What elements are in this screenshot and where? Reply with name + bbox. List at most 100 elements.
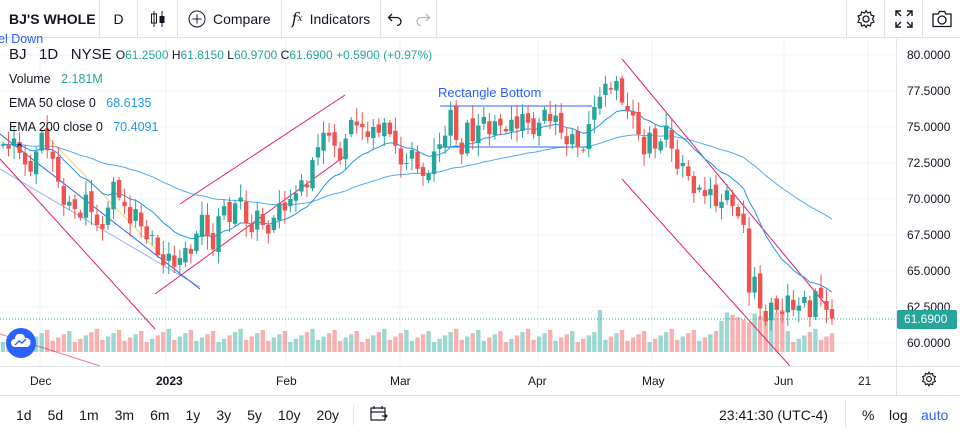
candle-body bbox=[796, 305, 802, 311]
volume-bar bbox=[343, 337, 348, 352]
candle-body bbox=[133, 209, 138, 221]
volume-bar bbox=[669, 328, 674, 352]
candle-body bbox=[603, 83, 608, 96]
volume-bar bbox=[78, 338, 83, 352]
symbol-search-button[interactable]: BJ'S WHOLE bbox=[0, 0, 100, 38]
range-button-3m[interactable]: 3m bbox=[114, 406, 135, 423]
volume-bar bbox=[166, 328, 171, 352]
range-button-5d[interactable]: 5d bbox=[47, 406, 64, 423]
percent-scale-button[interactable]: % bbox=[862, 407, 875, 423]
channel-up-line bbox=[179, 94, 346, 205]
volume-bar bbox=[116, 329, 122, 352]
time-tick-label: Mar bbox=[390, 374, 411, 388]
candle-body bbox=[72, 199, 78, 210]
volume-label: Volume bbox=[9, 72, 51, 86]
volume-bar bbox=[172, 339, 177, 352]
candle-body bbox=[393, 130, 398, 146]
candle-body bbox=[28, 160, 33, 172]
candle-body bbox=[67, 201, 72, 206]
candle-body bbox=[586, 124, 592, 150]
chart-type-button[interactable] bbox=[138, 0, 178, 38]
candle-body bbox=[702, 190, 708, 197]
chart-drawings bbox=[0, 58, 827, 366]
candle-body bbox=[83, 194, 89, 218]
range-button-6m[interactable]: 6m bbox=[150, 406, 170, 423]
compare-button[interactable]: Compare bbox=[178, 0, 282, 38]
candle-body bbox=[614, 80, 619, 91]
candle-body bbox=[0, 144, 6, 146]
range-button-20y[interactable]: 20y bbox=[316, 406, 340, 423]
candle-body bbox=[553, 115, 558, 123]
candle-body bbox=[802, 296, 807, 303]
volume-bar bbox=[315, 339, 321, 352]
candle-body bbox=[161, 254, 166, 266]
price-tick-label: 75.0000 bbox=[907, 120, 951, 134]
log-scale-button[interactable]: log bbox=[889, 407, 908, 423]
bottom-toolbar: 1d 5d 1m 3m 6m 1y 3y 5y 10y 20y 23:41:30 (UTC-4) … bbox=[0, 395, 960, 433]
clock[interactable]: 23:41:30 (UTC-4) bbox=[719, 407, 828, 423]
redo-button[interactable] bbox=[409, 0, 438, 38]
volume-bar bbox=[277, 334, 282, 352]
candle-body bbox=[625, 105, 630, 112]
candle-body bbox=[360, 123, 365, 127]
time-axis[interactable]: Dec 2023 Feb Mar Apr May Jun 21 bbox=[0, 366, 896, 395]
chart-grid bbox=[0, 39, 896, 366]
volume-bar bbox=[398, 333, 404, 352]
fullscreen-button[interactable] bbox=[884, 0, 922, 38]
collapse-legend-button[interactable]: ⌃ bbox=[14, 141, 25, 157]
axis-settings-button[interactable] bbox=[896, 366, 960, 395]
candle-body bbox=[641, 136, 647, 155]
drawing-label-rectangle-bottom[interactable]: Rectangle Bottom bbox=[438, 85, 542, 100]
drawing-label-channel-down[interactable]: el Down bbox=[0, 32, 44, 46]
undo-button[interactable] bbox=[381, 0, 409, 38]
range-button-3y[interactable]: 3y bbox=[216, 406, 232, 423]
ema200-legend[interactable]: EMA 200 close 0 70.4091 bbox=[9, 120, 158, 134]
candle-body bbox=[476, 125, 481, 144]
change-value: +0.5900 (+0.97%) bbox=[336, 48, 433, 62]
volume-bar bbox=[33, 336, 39, 352]
volume-bar bbox=[614, 333, 619, 352]
volume-legend[interactable]: Volume 2.181M bbox=[9, 72, 103, 86]
range-button-1y[interactable]: 1y bbox=[185, 406, 201, 423]
volume-bar bbox=[558, 337, 564, 352]
candle-body bbox=[227, 201, 232, 223]
range-button-1d[interactable]: 1d bbox=[16, 406, 32, 423]
candle-body bbox=[33, 151, 39, 175]
ema50-legend[interactable]: EMA 50 close 0 68.6135 bbox=[9, 96, 151, 110]
settings-button[interactable] bbox=[846, 0, 884, 38]
range-button-10y[interactable]: 10y bbox=[277, 406, 301, 423]
candle-body bbox=[354, 121, 359, 126]
candle-body bbox=[669, 129, 674, 149]
undo-icon bbox=[387, 12, 403, 26]
auto-scale-button[interactable]: auto bbox=[921, 407, 949, 423]
candle-body bbox=[61, 186, 66, 205]
goto-date-button[interactable] bbox=[370, 405, 388, 424]
candle-body bbox=[525, 113, 531, 123]
open-label: O bbox=[115, 48, 126, 62]
candle-body bbox=[824, 300, 829, 310]
candle-body bbox=[404, 163, 409, 164]
volume-bar bbox=[404, 329, 409, 352]
candle-body bbox=[581, 149, 586, 151]
volume-bar bbox=[647, 342, 652, 352]
interval-button[interactable]: D bbox=[100, 0, 138, 38]
tradingview-logo[interactable] bbox=[6, 328, 36, 358]
candle-body bbox=[144, 226, 149, 240]
candle-body bbox=[536, 122, 542, 136]
range-button-5y[interactable]: 5y bbox=[247, 406, 262, 423]
snapshot-button[interactable] bbox=[922, 0, 960, 38]
candle-body bbox=[575, 130, 580, 148]
candle-body bbox=[166, 253, 171, 261]
range-button-1m[interactable]: 1m bbox=[79, 406, 99, 423]
candle-body bbox=[122, 201, 127, 207]
close-label: C bbox=[280, 48, 290, 62]
volume-bar bbox=[39, 333, 44, 352]
volume-bar bbox=[813, 328, 818, 352]
volume-bar bbox=[238, 328, 243, 352]
volume-bar bbox=[575, 342, 580, 352]
indicators-label: Indicators bbox=[309, 10, 371, 27]
candle-body bbox=[652, 128, 658, 149]
chevron-up-icon: ⌃ bbox=[14, 141, 25, 156]
price-chart[interactable] bbox=[0, 39, 896, 366]
